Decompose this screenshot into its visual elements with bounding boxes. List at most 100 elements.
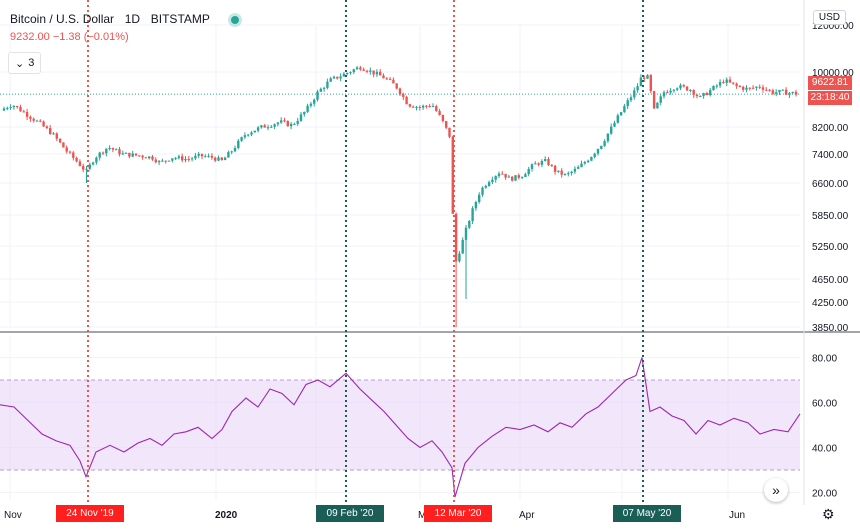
candle-body	[250, 132, 253, 135]
candle-body	[619, 112, 623, 116]
candle-body	[468, 221, 471, 228]
candle-body	[745, 87, 748, 90]
currency-button[interactable]: USD	[812, 10, 846, 25]
candle-body	[435, 106, 438, 112]
candle-body	[613, 122, 616, 127]
candle-body	[306, 105, 309, 112]
candle-body	[685, 86, 689, 91]
candle-body	[560, 170, 563, 175]
candle-body	[725, 79, 728, 83]
candle-body	[253, 130, 256, 133]
candle-body	[563, 173, 567, 175]
symbol-name[interactable]: Bitcoin / U.S. Dollar	[10, 12, 115, 26]
candle-body	[141, 155, 144, 158]
candle-body	[570, 171, 573, 174]
candle-body	[765, 89, 768, 91]
chevron-down-icon: ⌄	[15, 57, 25, 70]
candle-body	[458, 253, 461, 262]
candle-body	[761, 87, 765, 90]
candle-body	[6, 108, 9, 110]
candle-body	[19, 107, 22, 112]
candle-body	[45, 126, 49, 129]
candle-body	[497, 173, 501, 177]
price-tick-label: 4250.00	[812, 298, 849, 309]
candle-body	[445, 121, 448, 128]
market-status-icon	[231, 15, 240, 24]
candle-body	[610, 126, 613, 134]
candle-body	[534, 163, 537, 165]
candle-body	[88, 164, 91, 169]
candle-body	[9, 107, 12, 109]
candle-body	[511, 176, 514, 181]
candle-body	[157, 161, 161, 163]
candle-body	[626, 100, 629, 107]
candle-body	[702, 93, 705, 97]
candle-body	[448, 127, 451, 137]
candle-body	[695, 94, 699, 97]
candle-body	[461, 239, 464, 254]
candle-body	[273, 124, 276, 127]
candle-body	[283, 120, 286, 122]
candle-body	[49, 128, 52, 135]
candle-body	[672, 89, 676, 91]
candle-body	[567, 173, 570, 175]
candle-body	[682, 85, 685, 87]
candle-body	[217, 157, 220, 161]
candle-body	[418, 106, 421, 108]
candle-body	[398, 88, 402, 95]
candle-body	[388, 78, 392, 80]
candle-body	[82, 166, 85, 170]
candle-body	[421, 105, 425, 108]
candle-body	[441, 114, 445, 122]
candle-body	[428, 105, 431, 107]
candle-body	[507, 176, 511, 178]
candle-body	[659, 96, 662, 103]
candle-body	[742, 86, 745, 90]
candle-body	[316, 91, 319, 100]
candle-body	[709, 90, 712, 96]
candle-body	[781, 89, 784, 91]
candle-body	[204, 156, 207, 158]
candle-body	[794, 91, 798, 95]
candle-body	[504, 173, 507, 178]
candle-body	[148, 156, 151, 159]
indicators-collapse-button[interactable]: ⌄ 3	[8, 52, 42, 74]
candle-body	[501, 173, 504, 175]
interval-label[interactable]: 1D	[124, 12, 141, 26]
candle-body	[484, 186, 487, 188]
candle-body	[240, 137, 243, 141]
candle-body	[550, 165, 553, 167]
candle-body	[78, 161, 82, 167]
double-chevron-right-icon[interactable]: »	[764, 478, 788, 502]
indicator-count: 3	[28, 57, 35, 69]
exchange-label: BITSTAMP	[150, 12, 210, 26]
price-quote: 9232.00 −1.38 (−0.01%)	[10, 31, 129, 43]
candle-body	[629, 97, 633, 101]
candle-body	[623, 106, 626, 113]
candle-body	[293, 123, 296, 125]
candle-body	[425, 105, 428, 107]
time-tick-label: Jun	[729, 510, 745, 521]
price-tick-label: 7400.00	[812, 150, 849, 161]
candle-body	[666, 92, 669, 94]
candle-body	[29, 116, 32, 119]
candle-body	[382, 75, 385, 79]
gear-icon[interactable]: ⚙	[822, 506, 835, 522]
candle-body	[108, 147, 111, 149]
candle-body	[210, 155, 214, 158]
candle-body	[616, 115, 619, 123]
candle-body	[606, 133, 610, 142]
candle-body	[580, 163, 583, 168]
candle-body	[115, 149, 118, 151]
candle-body	[62, 142, 65, 148]
candle-body	[755, 86, 758, 88]
candle-body	[299, 114, 303, 121]
date-flag-1: 24 Nov '19	[56, 505, 124, 522]
candle-body	[573, 168, 577, 172]
candle-body	[735, 83, 738, 86]
candle-body	[42, 121, 45, 127]
candle-body	[55, 133, 58, 139]
candle-body	[491, 179, 494, 183]
candle-body	[487, 182, 491, 187]
